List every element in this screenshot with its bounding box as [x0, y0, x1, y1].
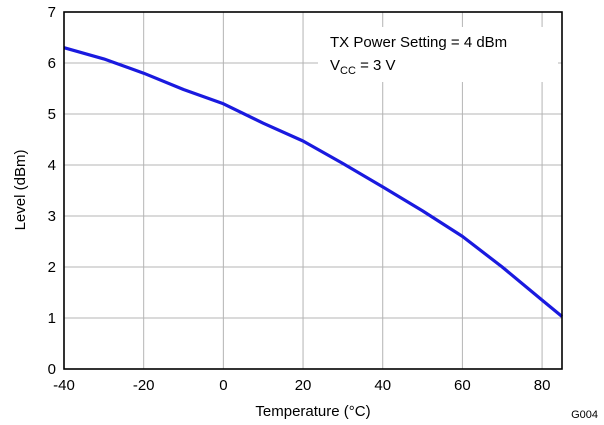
- y-tick-label: 1: [48, 310, 56, 327]
- x-tick-labels: -40 -20 0 20 40 60 80: [53, 377, 550, 394]
- x-tick-label: 0: [219, 377, 227, 394]
- series-layer: [63, 46, 564, 318]
- x-tick-label: 40: [374, 377, 391, 394]
- legend-box: [318, 27, 558, 82]
- y-tick-label: 7: [48, 4, 56, 21]
- y-tick-labels: 0 1 2 3 4 5 6 7: [48, 4, 56, 378]
- annotation-line-1: TX Power Setting = 4 dBm: [330, 34, 507, 51]
- annotation-line-2-main: V: [330, 57, 340, 74]
- x-tick-label: -20: [133, 377, 155, 394]
- x-tick-label: 60: [454, 377, 471, 394]
- x-tick-label: 80: [534, 377, 551, 394]
- y-tick-label: 0: [48, 361, 56, 378]
- y-tick-label: 4: [48, 157, 56, 174]
- y-tick-label: 2: [48, 259, 56, 276]
- plot-frame: [63, 11, 563, 370]
- annotation-line-2-rest: = 3 V: [356, 57, 396, 74]
- x-tick-label: 20: [295, 377, 312, 394]
- x-axis-label: Temperature (°C): [255, 403, 370, 420]
- y-tick-label: 5: [48, 106, 56, 123]
- series-line: [63, 46, 564, 318]
- annotation-line-2-subscript: CC: [340, 65, 356, 77]
- y-tick-label: 3: [48, 208, 56, 225]
- y-axis-label: Level (dBm): [12, 150, 29, 231]
- x-tick-label: -40: [53, 377, 75, 394]
- annotation-line-2: VCC = 3 V: [330, 57, 396, 77]
- y-tick-label: 6: [48, 55, 56, 72]
- figure-id: G004: [571, 409, 598, 421]
